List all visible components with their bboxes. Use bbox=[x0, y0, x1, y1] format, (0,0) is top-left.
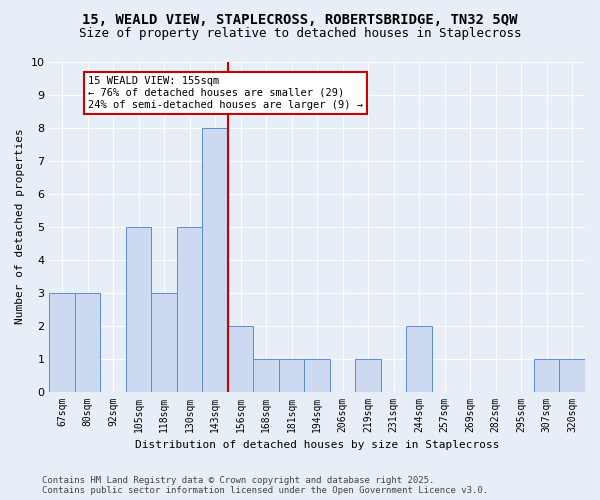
Bar bbox=[202, 128, 228, 392]
Bar bbox=[559, 358, 585, 392]
Bar bbox=[151, 292, 177, 392]
Text: 15, WEALD VIEW, STAPLECROSS, ROBERTSBRIDGE, TN32 5QW: 15, WEALD VIEW, STAPLECROSS, ROBERTSBRID… bbox=[82, 12, 518, 26]
Bar bbox=[406, 326, 432, 392]
Bar bbox=[279, 358, 304, 392]
Bar bbox=[228, 326, 253, 392]
Text: Contains HM Land Registry data © Crown copyright and database right 2025.
Contai: Contains HM Land Registry data © Crown c… bbox=[42, 476, 488, 495]
Bar bbox=[177, 226, 202, 392]
Text: 15 WEALD VIEW: 155sqm
← 76% of detached houses are smaller (29)
24% of semi-deta: 15 WEALD VIEW: 155sqm ← 76% of detached … bbox=[88, 76, 362, 110]
Bar bbox=[534, 358, 559, 392]
Bar bbox=[355, 358, 381, 392]
Bar bbox=[49, 292, 75, 392]
Bar bbox=[75, 292, 100, 392]
Bar bbox=[304, 358, 330, 392]
Text: Size of property relative to detached houses in Staplecross: Size of property relative to detached ho… bbox=[79, 28, 521, 40]
Y-axis label: Number of detached properties: Number of detached properties bbox=[15, 128, 25, 324]
Bar bbox=[126, 226, 151, 392]
X-axis label: Distribution of detached houses by size in Staplecross: Distribution of detached houses by size … bbox=[135, 440, 499, 450]
Bar bbox=[253, 358, 279, 392]
